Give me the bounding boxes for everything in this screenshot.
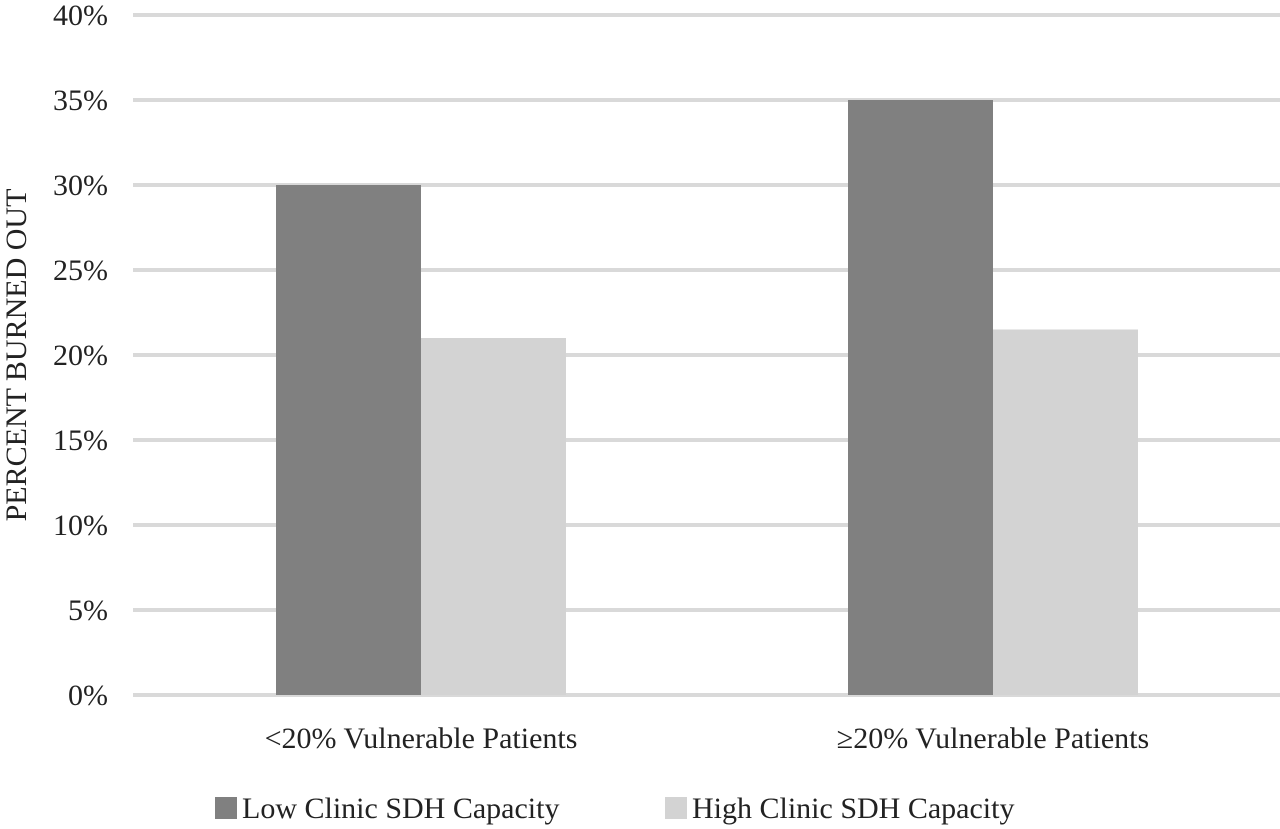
bar [848,100,993,695]
y-tick-label: 25% [53,254,108,287]
bar [421,338,566,695]
y-tick-label: 10% [53,509,108,542]
bar [993,329,1138,695]
bars [276,100,1138,695]
legend-swatch [215,797,237,819]
legend-label: Low Clinic SDH Capacity [242,792,559,825]
x-category-label: <20% Vulnerable Patients [265,722,578,755]
y-axis-title: PERCENT BURNED OUT [0,189,33,522]
y-axis-ticks: 0% 5% 10% 15% 20% 25% 30% 35% 40% [53,0,108,712]
y-tick-label: 5% [68,594,108,627]
y-tick-label: 35% [53,84,108,117]
y-tick-label: 40% [53,0,108,32]
legend-label: High Clinic SDH Capacity [692,792,1014,825]
y-tick-label: 15% [53,424,108,457]
y-tick-label: 30% [53,169,108,202]
legend: Low Clinic SDH Capacity High Clinic SDH C… [215,792,1014,825]
legend-swatch [665,797,687,819]
x-category-label: ≥20% Vulnerable Patients [837,722,1149,755]
y-tick-label: 0% [68,679,108,712]
y-tick-label: 20% [53,339,108,372]
bar [276,185,421,695]
x-axis-labels: <20% Vulnerable Patients ≥20% Vulnerable … [265,722,1150,755]
